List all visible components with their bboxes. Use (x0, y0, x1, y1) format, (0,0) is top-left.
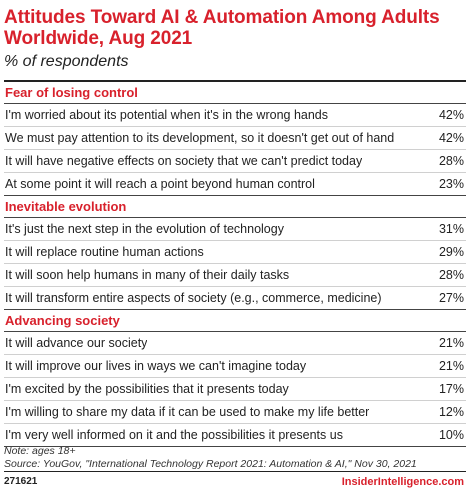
chart-id: 271621 (4, 476, 38, 487)
table-row: It's just the next step in the evolution… (4, 218, 466, 241)
row-label: It will have negative effects on society… (5, 154, 363, 168)
row-label: It will replace routine human actions (5, 245, 204, 259)
note-text: Note: ages 18+ (4, 445, 76, 457)
table-row: I'm excited by the possibilities that it… (4, 378, 466, 401)
row-label: I'm very well informed on it and the pos… (5, 428, 343, 442)
group-header: Fear of losing control (4, 82, 466, 104)
table-row: It will replace routine human actions 29% (4, 241, 466, 264)
chart-page: Attitudes Toward AI & Automation Among A… (4, 0, 466, 491)
row-label: It will advance our society (5, 336, 148, 350)
table-row: I'm worried about its potential when it'… (4, 104, 466, 127)
row-label: It will soon help humans in many of thei… (5, 268, 290, 282)
row-label: I'm willing to share my data if it can b… (5, 405, 370, 419)
row-label: It will transform entire aspects of soci… (5, 291, 382, 305)
row-value: 28% (438, 154, 464, 168)
row-value: 23% (438, 177, 464, 191)
row-value: 42% (438, 131, 464, 145)
notes: Note: ages 18+ Source: YouGov, "Internat… (4, 445, 466, 471)
row-value: 31% (438, 222, 464, 236)
row-value: 27% (438, 291, 464, 305)
table-row: I'm very well informed on it and the pos… (4, 424, 466, 447)
group-header: Inevitable evolution (4, 196, 466, 218)
footer: 271621 InsiderIntelligence.com (4, 471, 466, 490)
table-row: It will soon help humans in many of thei… (4, 264, 466, 287)
row-label: It's just the next step in the evolution… (5, 222, 284, 236)
brand-logo[interactable]: InsiderIntelligence.com (341, 476, 464, 488)
table-row: It will have negative effects on society… (4, 150, 466, 173)
chart-subtitle: % of respondents (4, 53, 129, 70)
chart-title: Attitudes Toward AI & Automation Among A… (4, 7, 440, 49)
row-value: 21% (438, 359, 464, 373)
table-row: At some point it will reach a point beyo… (4, 173, 466, 196)
row-value: 29% (438, 245, 464, 259)
group-header: Advancing society (4, 310, 466, 332)
row-label: It will improve our lives in ways we can… (5, 359, 307, 373)
table-row: It will transform entire aspects of soci… (4, 287, 466, 310)
table-row: I'm willing to share my data if it can b… (4, 401, 466, 424)
table-row: It will improve our lives in ways we can… (4, 355, 466, 378)
row-value: 21% (438, 336, 464, 350)
row-label: We must pay attention to its development… (5, 131, 395, 145)
row-label: At some point it will reach a point beyo… (5, 177, 315, 191)
row-value: 42% (438, 108, 464, 122)
data-table: Fear of losing control I'm worried about … (4, 80, 466, 447)
row-label: I'm worried about its potential when it'… (5, 108, 329, 122)
row-value: 17% (438, 382, 464, 396)
table-row: It will advance our society 21% (4, 332, 466, 355)
row-label: I'm excited by the possibilities that it… (5, 382, 289, 396)
source-text: Source: YouGov, "International Technolog… (4, 458, 417, 470)
row-value: 28% (438, 268, 464, 282)
row-value: 12% (438, 405, 464, 419)
table-row: We must pay attention to its development… (4, 127, 466, 150)
row-value: 10% (438, 428, 464, 442)
